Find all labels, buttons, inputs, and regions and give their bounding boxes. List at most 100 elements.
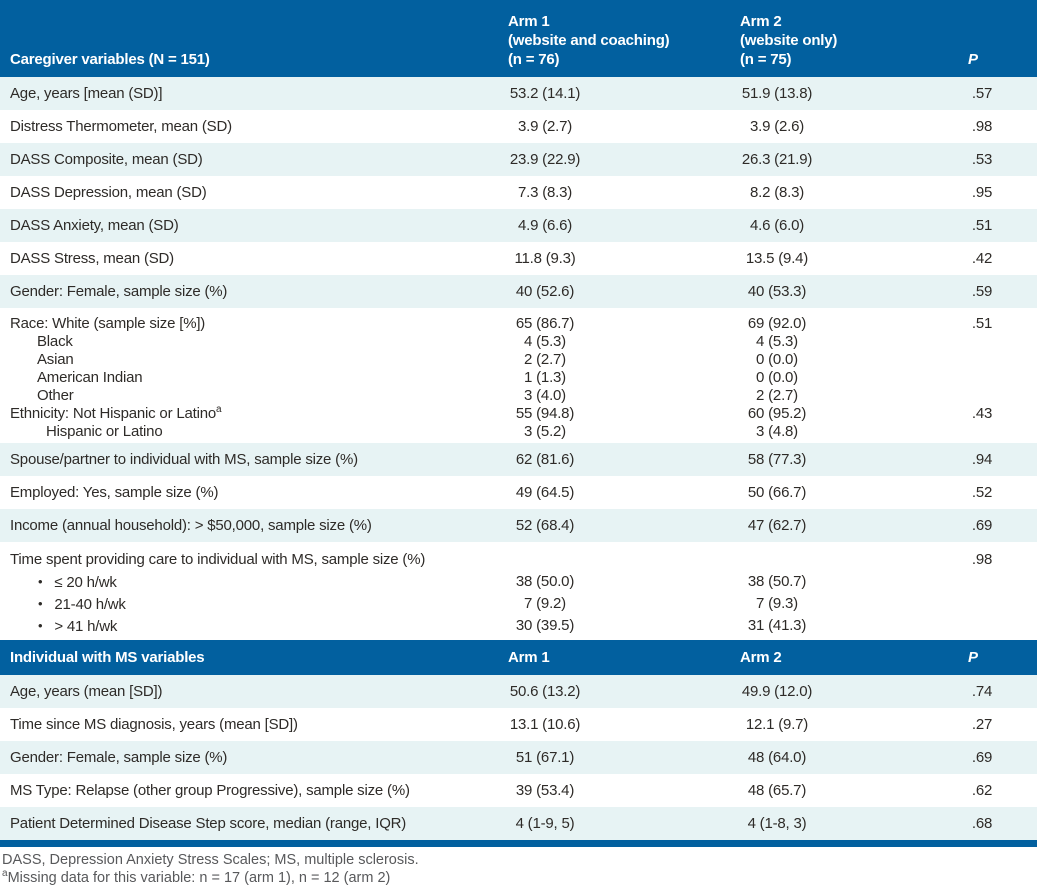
arm1-value: 4.9 (6.6) <box>517 217 573 234</box>
table-footnotes: DASS, Depression Anxiety Stress Scales; … <box>0 851 1037 887</box>
p-column-header: P <box>968 51 978 68</box>
arm2-value: 4.6 (6.0) <box>749 217 805 234</box>
bullet-icon: • <box>38 618 43 633</box>
variable-cell: Spouse/partner to individual with MS, sa… <box>0 451 508 468</box>
arm2-cell: 50 (66.7) <box>740 484 900 501</box>
p-value: .51 <box>971 315 993 332</box>
row-label: Income (annual household): > $50,000, sa… <box>0 517 508 534</box>
arm2-cell: 51.9 (13.8) <box>740 85 900 102</box>
table-row: Age, years (mean [SD]) 50.6 (13.2) 49.9 (1… <box>0 675 1037 708</box>
p-value <box>927 333 1037 351</box>
row-label: Distress Thermometer, mean (SD) <box>0 118 508 135</box>
row-label-text: Hispanic or Latino <box>46 423 163 440</box>
table-row: Time since MS diagnosis, years (mean [SD… <box>0 708 1037 741</box>
arm1-value: 7 (9.2) <box>524 595 566 612</box>
arm2-cell: 4.6 (6.0) <box>740 217 900 234</box>
p-value: .68 <box>971 815 993 832</box>
row-label-text: Gender: Female, sample size (%) <box>10 749 228 766</box>
arm1-value: 65 (86.7) <box>515 315 575 332</box>
arm2-cell: 48 (64.0) <box>740 749 900 766</box>
p-value: .94 <box>971 451 993 468</box>
row-label-text: American Indian <box>37 369 143 386</box>
row-label: Patient Determined Disease Step score, m… <box>0 815 508 832</box>
header-cell-arm2: Arm 2 <box>740 648 900 667</box>
p-cell: .27 <box>900 716 1037 733</box>
p-column-header: P <box>968 649 978 666</box>
p-value: .98 <box>971 551 993 568</box>
table-row: MS Type: Relapse (other group Progressiv… <box>0 774 1037 807</box>
table-row: Time spent providing care to individual … <box>0 542 1037 640</box>
arm2-cell: 4 (1-8, 3) <box>740 815 900 832</box>
bullet-icon: • <box>38 596 43 611</box>
arm2-value: 48 (65.7) <box>747 782 807 799</box>
arm1-cell: 23.9 (22.9) <box>508 151 740 168</box>
arm2-value: 31 (41.3) <box>747 617 807 634</box>
arm2-header-line: Arm 2 <box>740 649 782 666</box>
arm1-cell: 4.9 (6.6) <box>508 217 740 234</box>
row-label: • > 41 h/wk <box>0 615 508 637</box>
arm1-header-line: Arm 1 <box>508 13 550 30</box>
row-label-text: Other <box>37 387 74 404</box>
row-label-text: Distress Thermometer, mean (SD) <box>10 118 232 135</box>
footnote-line: DASS, Depression Anxiety Stress Scales; … <box>0 851 1037 869</box>
table-row: Distress Thermometer, mean (SD) 3.9 (2.7)… <box>0 110 1037 143</box>
arm2-value: 60 (95.2) <box>747 405 807 422</box>
row-label-text: Patient Determined Disease Step score, m… <box>10 815 407 832</box>
arm1-cell: 4 (1-9, 5) <box>508 815 740 832</box>
arm1-value: 53.2 (14.1) <box>509 85 581 102</box>
bullet-icon: • <box>38 574 43 589</box>
row-label: DASS Anxiety, mean (SD) <box>0 217 508 234</box>
arm2-value: 58 (77.3) <box>747 451 807 468</box>
p-value <box>927 593 1037 615</box>
arm2-value: 4 (1-8, 3) <box>747 815 807 832</box>
header-cell-arm1: Arm 1 (website and coaching) (n = 76) <box>508 12 740 69</box>
row-label-text: Age, years [mean (SD)] <box>10 85 163 102</box>
row-label-text: ≤ 20 h/wk <box>54 574 117 591</box>
arm1-value: 3 (4.0) <box>524 387 566 404</box>
p-cell: .69 <box>900 749 1037 766</box>
row-label-text: Race: White (sample size [%]) <box>10 315 206 332</box>
header-cell-arm2: Arm 2 (website only) (n = 75) <box>740 12 900 69</box>
table-row: DASS Depression, mean (SD) 7.3 (8.3) 8.2 (… <box>0 176 1037 209</box>
arm2-cell: 3.9 (2.6) <box>740 118 900 135</box>
table-row: Gender: Female, sample size (%) 51 (67.1)… <box>0 741 1037 774</box>
arm2-header-line: (n = 75) <box>740 51 792 68</box>
arm1-cell: 40 (52.6) <box>508 283 740 300</box>
table-header-row: Individual with MS variables Arm 1 Arm 2 P <box>0 640 1037 675</box>
p-value: .95 <box>971 184 993 201</box>
table-row: Gender: Female, sample size (%) 40 (52.6)… <box>0 275 1037 308</box>
arm1-value: 30 (39.5) <box>515 617 575 634</box>
row-label-text: DASS Stress, mean (SD) <box>10 250 174 267</box>
footnote-text: DASS, Depression Anxiety Stress Scales; … <box>2 852 419 868</box>
p-cell: .68 <box>900 815 1037 832</box>
arm2-cell: 47 (62.7) <box>740 517 900 534</box>
variable-cell: DASS Composite, mean (SD) <box>0 151 508 168</box>
column-header-label: Caregiver variables (N = 151) <box>10 51 210 68</box>
arm2-value: 51.9 (13.8) <box>741 85 813 102</box>
variable-cell: Time spent providing care to individual … <box>0 549 508 637</box>
row-label-text: DASS Depression, mean (SD) <box>10 184 207 201</box>
arm1-value: 50.6 (13.2) <box>509 683 581 700</box>
arm1-value: 1 (1.3) <box>524 369 566 386</box>
row-label-text: Time since MS diagnosis, years (mean [SD… <box>10 716 298 733</box>
table-row: DASS Stress, mean (SD) 11.8 (9.3) 13.5 (9.… <box>0 242 1037 275</box>
variable-cell: Gender: Female, sample size (%) <box>0 749 508 766</box>
row-label: DASS Stress, mean (SD) <box>0 250 508 267</box>
row-label-text: DASS Composite, mean (SD) <box>10 151 203 168</box>
p-value: .51 <box>971 217 993 234</box>
arm1-value: 40 (52.6) <box>515 283 575 300</box>
header-cell-p: P <box>900 50 1037 69</box>
arm2-cell: 40 (53.3) <box>740 283 900 300</box>
arm1-cell: 65 (86.7) 4 (5.3) 2 (2.7) 1 (1.3) 3 (4.0) 55 … <box>508 315 740 441</box>
arm1-value: 4 (1-9, 5) <box>515 815 575 832</box>
row-label: Age, years (mean [SD]) <box>0 683 508 700</box>
variable-cell: Gender: Female, sample size (%) <box>0 283 508 300</box>
table-row: Age, years [mean (SD)] 53.2 (14.1) 51.9 (1… <box>0 77 1037 110</box>
arm2-cell: 69 (92.0) 4 (5.3) 0 (0.0) 0 (0.0) 2 (2.7) 60 … <box>740 315 900 441</box>
row-label-text: Spouse/partner to individual with MS, sa… <box>10 451 358 468</box>
row-label: Black <box>0 333 508 351</box>
arm2-cell: 12.1 (9.7) <box>740 716 900 733</box>
row-label: Age, years [mean (SD)] <box>0 85 508 102</box>
variable-cell: Patient Determined Disease Step score, m… <box>0 815 508 832</box>
